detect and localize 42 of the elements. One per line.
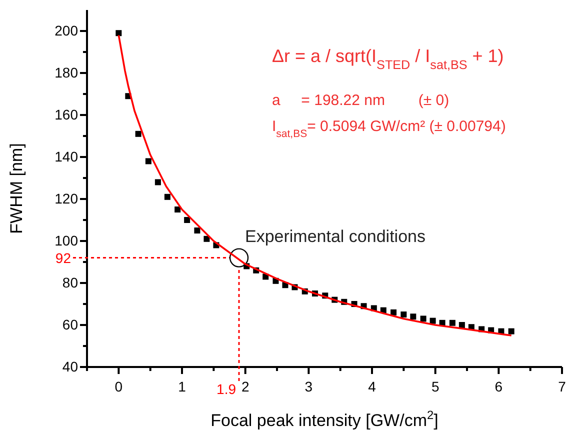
y-tick-label: 60 <box>62 316 78 332</box>
ref-line-label: 92 <box>55 250 72 266</box>
point <box>449 320 456 326</box>
point <box>135 130 142 137</box>
point <box>420 316 426 322</box>
point <box>458 322 465 328</box>
point <box>145 158 152 164</box>
point <box>410 314 416 320</box>
x-tick-label: 2 <box>241 378 250 394</box>
x-axis-title: Focal peak intensity [GW/cm$^{2}$] <box>210 408 438 430</box>
point <box>154 179 161 186</box>
ref-line-label: 1.9 <box>216 381 236 397</box>
y-tick-label: 40 <box>62 358 78 374</box>
annotation: Experimental conditions <box>245 226 426 246</box>
x-tick-label: 3 <box>304 378 313 394</box>
point <box>116 30 122 36</box>
y-tick-label: 80 <box>62 274 78 290</box>
point <box>194 228 200 234</box>
annotation: I$_{sat,BS}$= 0.5094 GW/cm² (± 0.00794) <box>272 118 506 140</box>
annotation: a = 198.22 nm (± 0) <box>272 92 450 109</box>
y-tick-label: 160 <box>54 106 78 122</box>
y-tick-label: 100 <box>54 232 78 248</box>
x-tick-label: 1 <box>178 378 186 394</box>
x-tick-label: 0 <box>114 378 123 394</box>
y-tick-label: 140 <box>54 148 78 164</box>
point <box>508 328 514 334</box>
x-tick-label: 6 <box>494 378 503 394</box>
point <box>204 236 210 242</box>
x-tick-label: 7 <box>558 378 566 394</box>
y-tick-label: 200 <box>54 22 78 38</box>
x-tick-label: 5 <box>431 378 440 394</box>
y-tick-label: 180 <box>54 64 78 80</box>
point <box>174 206 181 212</box>
y-axis-title: FWHM [nm] <box>7 143 26 234</box>
annotation: Δr = a / sqrt(I$_{STED}$ / I$_{sat,BS}$ + 1) <box>272 46 504 72</box>
point <box>430 318 436 324</box>
x-tick-label: 4 <box>368 378 376 394</box>
point <box>184 217 190 223</box>
point <box>164 194 170 200</box>
point <box>400 312 407 318</box>
point <box>390 309 397 316</box>
y-tick-label: 120 <box>54 190 78 206</box>
